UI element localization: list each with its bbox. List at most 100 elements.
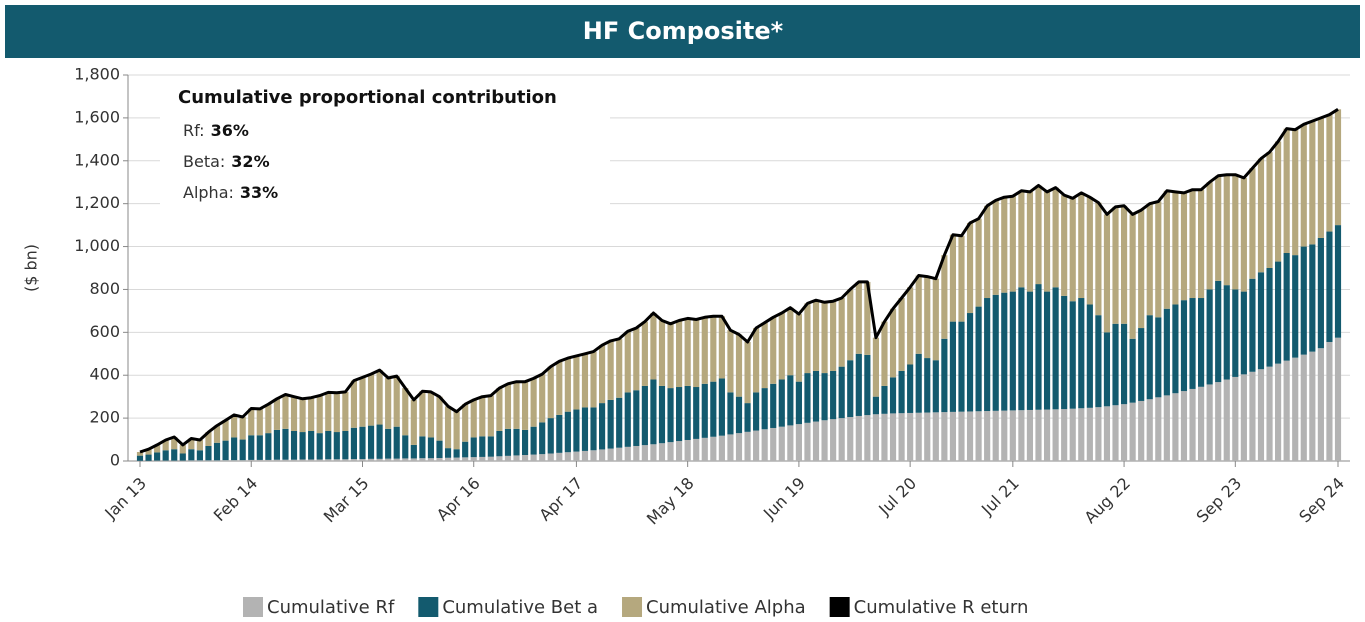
bar-segment <box>658 443 666 461</box>
bar-segment <box>427 437 435 459</box>
bar-segment <box>359 426 366 460</box>
bar-segment <box>701 317 708 384</box>
bar-segment <box>1146 315 1153 400</box>
bar-segment <box>496 388 503 431</box>
bar-segment <box>1052 409 1059 461</box>
bar-segment <box>376 424 383 459</box>
y-tick-label: 1,600 <box>74 107 120 126</box>
bar-segment <box>265 459 272 461</box>
bar-segment <box>487 436 494 457</box>
bar-segment <box>462 457 469 461</box>
bar-segment <box>958 321 965 412</box>
bar-segment <box>239 460 246 461</box>
bar-segment <box>1120 323 1128 405</box>
bar-segment <box>718 435 725 461</box>
bar-segment <box>1155 201 1162 318</box>
bar-segment <box>154 444 161 453</box>
bar-segment <box>727 392 734 435</box>
bar-segment <box>676 387 683 442</box>
bar-segment <box>992 410 999 461</box>
bar-segment <box>1112 323 1119 406</box>
bar-segment <box>821 373 828 421</box>
bar-segment <box>1001 410 1008 461</box>
bar-segment <box>342 459 349 461</box>
bar-segment <box>581 407 589 451</box>
bar-segment <box>1292 255 1299 358</box>
bar-segment <box>735 433 743 461</box>
bar-segment <box>1198 298 1205 387</box>
legend-swatch <box>622 597 643 617</box>
bar-segment <box>367 374 375 426</box>
bar-segment <box>453 411 460 450</box>
y-tick-label: 1,000 <box>74 236 120 255</box>
bar-segment <box>1120 205 1128 324</box>
bar-segment <box>778 379 785 427</box>
bar-segment <box>1061 195 1068 296</box>
bar-segment <box>1061 409 1068 461</box>
bar-segment <box>487 395 494 437</box>
bar-segment <box>1334 337 1342 461</box>
bar-segment <box>487 456 494 461</box>
bar-segment <box>1189 388 1196 461</box>
bar-segment <box>1026 409 1034 461</box>
bar-segment <box>872 414 879 461</box>
bar-segment <box>299 398 306 433</box>
bar-segment <box>1172 304 1179 394</box>
bar-segment <box>735 396 743 434</box>
bar-segment <box>1275 261 1282 364</box>
bar-segment <box>171 436 178 450</box>
bar-segment <box>273 429 280 460</box>
x-tick-label: Jan 13 <box>100 474 150 524</box>
bar-segment <box>1069 198 1076 302</box>
bar-segment <box>949 321 957 412</box>
bar-segment <box>1180 192 1188 301</box>
bar-segment <box>513 381 520 429</box>
bar-segment <box>1198 386 1205 461</box>
bar-segment <box>290 430 298 460</box>
bar-segment <box>539 422 546 455</box>
bar-segment <box>539 374 546 423</box>
x-tick-label: Aug 22 <box>1081 474 1135 528</box>
bar-segment <box>650 444 657 461</box>
bar-segment <box>966 411 974 461</box>
bar-segment <box>1103 332 1111 407</box>
bar-segment <box>898 298 905 371</box>
return-line <box>139 108 1339 454</box>
bar-segment <box>556 361 563 415</box>
bar-segment <box>342 391 349 431</box>
bar-segment <box>1078 298 1085 409</box>
annotation-item: Beta: 32% <box>183 152 270 171</box>
legend-swatch <box>243 597 263 617</box>
bar-segment <box>1129 214 1136 339</box>
legend-label: Cumulative Bet a <box>442 597 598 618</box>
bar-segment <box>1026 291 1034 410</box>
bar-segment <box>231 414 238 438</box>
bar-segment <box>1326 114 1333 232</box>
bar-segment <box>513 428 520 456</box>
bar-segment <box>992 294 999 411</box>
bar-segment <box>265 433 272 460</box>
bar-segment <box>924 358 931 413</box>
bar-segment <box>855 415 862 461</box>
bar-segment <box>633 445 640 461</box>
bar-segment <box>196 460 203 461</box>
bar-segment <box>350 380 358 428</box>
bar-segment <box>889 308 897 378</box>
bar-segment <box>282 428 289 460</box>
bar-segment <box>1232 289 1239 377</box>
bar-segment <box>658 385 666 444</box>
bar-segment <box>248 435 255 460</box>
bar-segment <box>1266 152 1273 268</box>
bar-segment <box>1129 338 1136 403</box>
bar-segment <box>924 412 931 461</box>
bar-segment <box>907 412 914 461</box>
bar-segment <box>350 427 358 460</box>
bar-segment <box>1138 400 1145 461</box>
bar-segment <box>753 392 760 431</box>
bar-segment <box>205 432 212 446</box>
bar-segment <box>136 455 144 461</box>
bar-segment <box>179 444 186 454</box>
bar-segment <box>1317 348 1324 461</box>
bar-segment <box>419 391 426 437</box>
x-tick-label: Jul 21 <box>977 474 1023 520</box>
